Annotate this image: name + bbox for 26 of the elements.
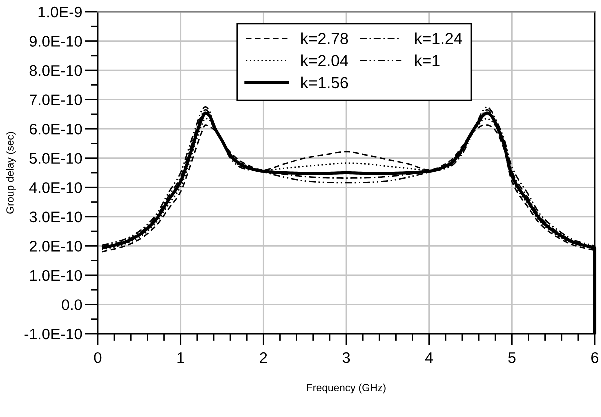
y-tick-label: 4.0E-10 <box>30 182 82 194</box>
x-tick-label: 6 <box>592 352 599 364</box>
x-tick-label: 2 <box>260 352 268 364</box>
y-tick-label: 5.0E-10 <box>30 153 82 164</box>
legend-label: k=1.24 <box>415 32 462 44</box>
legend-label: k=2.04 <box>302 54 348 67</box>
legend-label: k=1 <box>415 54 440 66</box>
legend-label: k=2.78 <box>302 32 348 44</box>
y-tick-label: 1.0E-10 <box>30 270 82 282</box>
x-axis-title: Frequency (GHz) <box>307 384 386 394</box>
x-tick-label: 0 <box>94 352 102 364</box>
x-tick-label: 3 <box>342 352 350 364</box>
x-tick-label: 5 <box>508 352 516 364</box>
y-tick-label: 2.0E-10 <box>30 241 82 252</box>
y-axis-title: Group delay (sec) <box>6 132 16 214</box>
y-tick-label: 1.0E-9 <box>38 6 82 18</box>
y-tick-label: 0.0 <box>62 300 82 310</box>
x-tick-label: 1 <box>178 352 184 364</box>
y-tick-label: 7.0E-10 <box>30 94 82 106</box>
x-tick-label: 4 <box>425 352 434 364</box>
y-tick-label: 6.0E-10 <box>30 124 82 135</box>
legend-label: k=1.56 <box>302 76 348 89</box>
y-tick-label: 9.0E-10 <box>30 36 82 47</box>
y-tick-label: -1.0E-10 <box>24 328 82 340</box>
y-tick-label: 3.0E-10 <box>30 212 82 223</box>
y-tick-label: 8.0E-10 <box>30 65 82 76</box>
